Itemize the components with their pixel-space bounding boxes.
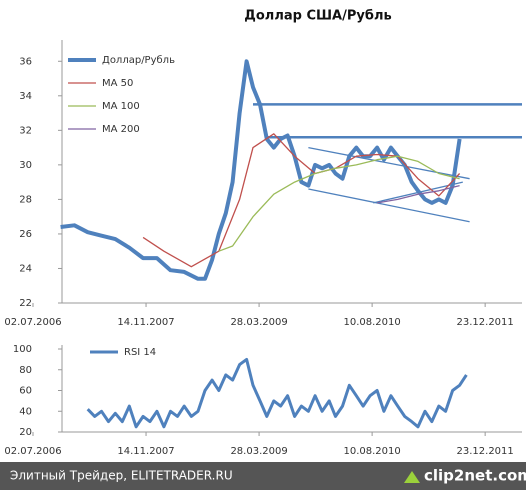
x-tick-label: 14.11.2007 bbox=[117, 446, 174, 457]
legend-label: Доллар/Рубль bbox=[102, 55, 175, 66]
series-line bbox=[376, 184, 460, 204]
chart-title: Доллар США/Рубль bbox=[244, 9, 391, 24]
x-tick-label: 14.11.2007 bbox=[117, 317, 174, 328]
x-tick-label: 28.03.2009 bbox=[230, 317, 287, 328]
x-tick-label: 28.03.2009 bbox=[230, 446, 287, 457]
reference-line bbox=[308, 146, 470, 180]
y-tick-label: 100 bbox=[13, 344, 32, 355]
legend-label: MA 100 bbox=[102, 101, 140, 112]
y-tick-label: 22 bbox=[19, 298, 32, 309]
x-tick-label: 02.07.2006 bbox=[4, 446, 61, 457]
legend-label: RSI 14 bbox=[124, 347, 156, 358]
legend-label: MA 200 bbox=[102, 124, 140, 135]
y-tick-label: 20 bbox=[19, 427, 32, 438]
y-tick-label: 30 bbox=[19, 160, 32, 171]
x-tick-label: 23.12.2011 bbox=[457, 446, 514, 457]
series-line bbox=[86, 357, 468, 429]
x-tick-label: 10.08.2010 bbox=[343, 446, 400, 457]
series-line bbox=[218, 155, 460, 252]
y-tick-label: 36 bbox=[19, 56, 32, 67]
y-tick-label: 28 bbox=[19, 194, 32, 205]
series-line bbox=[142, 133, 461, 268]
y-tick-label: 32 bbox=[19, 125, 32, 136]
y-tick-label: 80 bbox=[19, 365, 32, 376]
footer-bar bbox=[0, 462, 526, 490]
y-tick-label: 34 bbox=[19, 91, 32, 102]
x-tick-label: 10.08.2010 bbox=[343, 317, 400, 328]
x-tick-label: 23.12.2011 bbox=[457, 317, 514, 328]
legend-label: MA 50 bbox=[102, 78, 133, 89]
footer-source: Элитный Трейдер, ELITETRADER.RU bbox=[10, 469, 233, 483]
y-tick-label: 60 bbox=[19, 386, 32, 397]
reference-line bbox=[308, 188, 470, 223]
series-line bbox=[60, 59, 462, 281]
x-tick-label: 02.07.2006 bbox=[4, 317, 61, 328]
y-tick-label: 40 bbox=[19, 406, 32, 417]
logo-icon bbox=[404, 471, 420, 483]
y-tick-label: 26 bbox=[19, 229, 32, 240]
y-tick-label: 24 bbox=[19, 263, 32, 274]
logo: clip2net.com bbox=[424, 467, 526, 485]
